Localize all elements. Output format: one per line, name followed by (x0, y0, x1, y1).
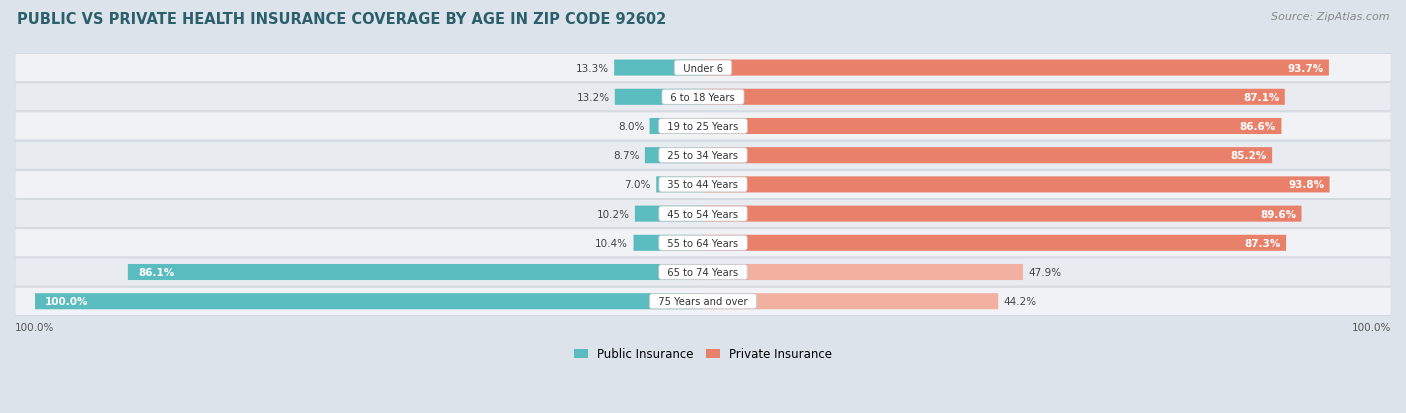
Text: 6 to 18 Years: 6 to 18 Years (665, 93, 741, 102)
FancyBboxPatch shape (614, 60, 703, 76)
FancyBboxPatch shape (17, 83, 1391, 112)
FancyBboxPatch shape (703, 177, 1330, 193)
Text: 44.2%: 44.2% (1004, 297, 1036, 306)
FancyBboxPatch shape (703, 294, 998, 309)
Text: 89.6%: 89.6% (1260, 209, 1296, 219)
FancyBboxPatch shape (15, 200, 1391, 228)
FancyBboxPatch shape (17, 229, 1391, 257)
Text: 8.7%: 8.7% (613, 151, 640, 161)
FancyBboxPatch shape (15, 83, 1391, 112)
Text: 85.2%: 85.2% (1230, 151, 1267, 161)
FancyBboxPatch shape (35, 294, 703, 309)
FancyBboxPatch shape (614, 90, 703, 106)
Text: 10.4%: 10.4% (595, 238, 628, 248)
Text: 65 to 74 Years: 65 to 74 Years (661, 267, 745, 278)
Text: 86.6%: 86.6% (1240, 122, 1277, 132)
Text: 47.9%: 47.9% (1028, 267, 1062, 278)
FancyBboxPatch shape (17, 55, 1391, 82)
Text: 100.0%: 100.0% (1351, 322, 1391, 332)
FancyBboxPatch shape (17, 200, 1391, 228)
FancyBboxPatch shape (703, 264, 1024, 280)
FancyBboxPatch shape (636, 206, 703, 222)
FancyBboxPatch shape (17, 287, 1391, 316)
Text: 8.0%: 8.0% (617, 122, 644, 132)
Text: 100.0%: 100.0% (45, 297, 89, 306)
Text: 87.3%: 87.3% (1244, 238, 1281, 248)
Text: Under 6: Under 6 (676, 64, 730, 74)
Text: 10.2%: 10.2% (596, 209, 630, 219)
FancyBboxPatch shape (703, 148, 1272, 164)
FancyBboxPatch shape (703, 119, 1281, 135)
Text: Source: ZipAtlas.com: Source: ZipAtlas.com (1271, 12, 1389, 22)
FancyBboxPatch shape (703, 206, 1302, 222)
Text: 75 Years and over: 75 Years and over (652, 297, 754, 306)
Text: 93.8%: 93.8% (1288, 180, 1324, 190)
FancyBboxPatch shape (657, 177, 703, 193)
FancyBboxPatch shape (703, 235, 1286, 251)
Text: 45 to 54 Years: 45 to 54 Years (661, 209, 745, 219)
Text: 55 to 64 Years: 55 to 64 Years (661, 238, 745, 248)
Legend: Public Insurance, Private Insurance: Public Insurance, Private Insurance (569, 343, 837, 366)
FancyBboxPatch shape (703, 60, 1329, 76)
FancyBboxPatch shape (15, 171, 1391, 199)
FancyBboxPatch shape (650, 119, 703, 135)
FancyBboxPatch shape (15, 229, 1391, 257)
Text: 93.7%: 93.7% (1288, 64, 1323, 74)
FancyBboxPatch shape (634, 235, 703, 251)
FancyBboxPatch shape (703, 90, 1285, 106)
Text: 25 to 34 Years: 25 to 34 Years (661, 151, 745, 161)
FancyBboxPatch shape (15, 259, 1391, 286)
FancyBboxPatch shape (15, 142, 1391, 170)
Text: 86.1%: 86.1% (138, 267, 174, 278)
Text: 100.0%: 100.0% (15, 322, 55, 332)
Text: 35 to 44 Years: 35 to 44 Years (661, 180, 745, 190)
FancyBboxPatch shape (15, 55, 1391, 82)
FancyBboxPatch shape (17, 259, 1391, 286)
FancyBboxPatch shape (128, 264, 703, 280)
FancyBboxPatch shape (15, 287, 1391, 316)
Text: 87.1%: 87.1% (1243, 93, 1279, 102)
Text: 13.2%: 13.2% (576, 93, 609, 102)
FancyBboxPatch shape (17, 113, 1391, 141)
Text: 13.3%: 13.3% (575, 64, 609, 74)
FancyBboxPatch shape (15, 113, 1391, 141)
FancyBboxPatch shape (645, 148, 703, 164)
Text: 19 to 25 Years: 19 to 25 Years (661, 122, 745, 132)
FancyBboxPatch shape (17, 171, 1391, 199)
FancyBboxPatch shape (17, 142, 1391, 170)
Text: 7.0%: 7.0% (624, 180, 651, 190)
Text: PUBLIC VS PRIVATE HEALTH INSURANCE COVERAGE BY AGE IN ZIP CODE 92602: PUBLIC VS PRIVATE HEALTH INSURANCE COVER… (17, 12, 666, 27)
